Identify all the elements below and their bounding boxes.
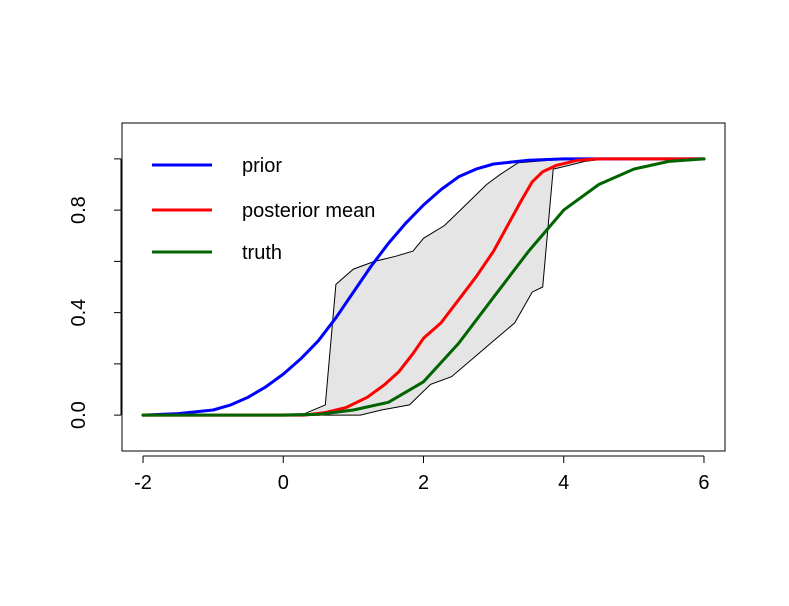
x-tick-label: 2 xyxy=(418,472,429,494)
series-line-truth xyxy=(141,157,706,417)
legend-label-prior: prior xyxy=(242,155,282,177)
series-line-prior xyxy=(141,157,706,417)
plot-frame xyxy=(121,122,726,452)
legend: prior posterior mean truth xyxy=(152,155,375,264)
x-tick-label: -2 xyxy=(134,472,152,494)
y-tick-label: 0.8 xyxy=(68,196,90,224)
series-line-posterior-mean xyxy=(141,157,706,417)
x-tick-label: 0 xyxy=(278,472,289,494)
y-axis: 0.0 0.4 0.8 xyxy=(68,158,122,429)
series-layer xyxy=(141,157,706,417)
x-tick-label: 4 xyxy=(558,472,569,494)
x-tick-label: 6 xyxy=(698,472,709,494)
legend-label-posterior-mean: posterior mean xyxy=(242,200,375,222)
y-tick-label: 0.0 xyxy=(68,401,90,429)
y-tick-label: 0.4 xyxy=(68,299,90,327)
x-axis: -2 0 2 4 6 xyxy=(134,455,710,494)
legend-label-truth: truth xyxy=(242,242,282,264)
